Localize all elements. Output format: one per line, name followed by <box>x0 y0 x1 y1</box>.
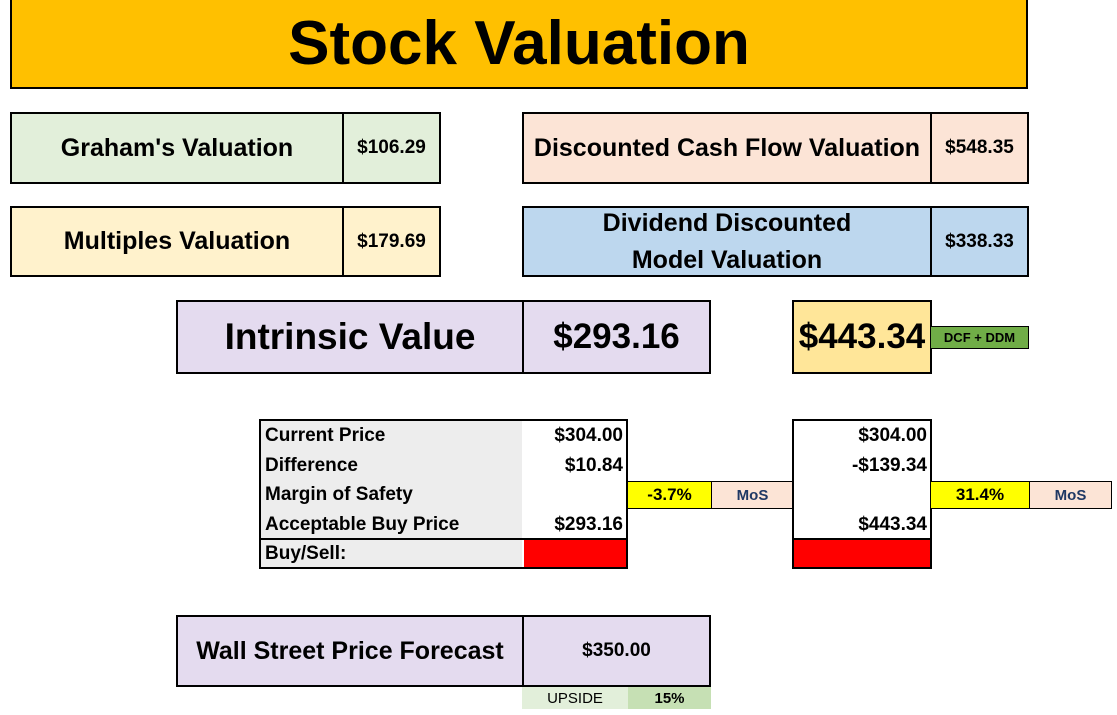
forecast-label: Wall Street Price Forecast <box>176 615 524 687</box>
table2-mos-label: MoS <box>1029 481 1112 509</box>
intrinsic-value-text: $293.16 <box>553 317 680 356</box>
combined-value-text: $443.34 <box>798 317 926 356</box>
ddm-valuation-value: $338.33 <box>930 206 1029 277</box>
combined-tag-text: DCF + DDM <box>943 330 1016 345</box>
table1-row-margin-value <box>522 480 626 510</box>
dcf-value-text: $548.35 <box>945 137 1014 158</box>
multiples-label-text: Multiples Valuation <box>63 227 291 255</box>
dcf-valuation-value: $548.35 <box>930 112 1029 184</box>
table2-margin-value <box>794 480 930 510</box>
forecast-value: $350.00 <box>522 615 711 687</box>
ddm-label-text: Dividend Discounted Model Valuation <box>602 208 852 274</box>
table1-divider <box>259 538 628 540</box>
multiples-valuation-label: Multiples Valuation <box>10 206 344 277</box>
intrinsic-value-value: $293.16 <box>522 300 711 374</box>
table2-divider <box>792 538 932 540</box>
upside-label: UPSIDE <box>522 687 628 709</box>
table1-row-buy-price-label: Acceptable Buy Price <box>265 513 460 535</box>
combined-tag: DCF + DDM <box>930 326 1029 349</box>
ddm-value-text: $338.33 <box>945 230 1014 252</box>
table1-label-column <box>259 419 524 569</box>
table1-buysell-indicator <box>524 540 626 567</box>
page-title: Stock Valuation <box>10 0 1028 89</box>
page-title-text: Stock Valuation <box>288 9 750 78</box>
table1-row-current-price-value: $304.00 <box>554 425 623 446</box>
intrinsic-value-label: Intrinsic Value <box>176 300 524 374</box>
table1-row-difference-label: Difference <box>265 454 358 476</box>
graham-value-text: $106.29 <box>357 137 426 158</box>
forecast-label-text: Wall Street Price Forecast <box>196 636 504 665</box>
upside-value: 15% <box>628 687 711 709</box>
table1-buysell-label: Buy/Sell: <box>265 542 347 564</box>
table1-row-difference-value: $10.84 <box>564 454 623 476</box>
dcf-valuation-label: Discounted Cash Flow Valuation <box>522 112 932 184</box>
table1-row-current-price-label: Current Price <box>265 425 386 446</box>
graham-valuation-value: $106.29 <box>342 112 441 184</box>
table1-row-buy-price-value: $293.16 <box>554 513 623 535</box>
dcf-label-text: Discounted Cash Flow Valuation <box>533 133 921 162</box>
table2-difference-value: -$139.34 <box>851 454 927 476</box>
table2-current-price-value: $304.00 <box>858 425 927 446</box>
table1-row-margin-label: Margin of Safety <box>265 484 413 505</box>
multiples-value-text: $179.69 <box>357 230 426 252</box>
table1-mos-label: MoS <box>711 481 794 509</box>
table1-mos-value: -3.7% <box>627 481 712 509</box>
table2-mos-value: 31.4% <box>930 481 1030 509</box>
ddm-valuation-label: Dividend Discounted Model Valuation <box>522 206 932 277</box>
table2-buysell-indicator <box>794 540 930 567</box>
intrinsic-label-text: Intrinsic Value <box>224 316 476 357</box>
table2-buy-price-value: $443.34 <box>858 513 927 535</box>
graham-label-text: Graham's Valuation <box>60 133 294 162</box>
combined-value: $443.34 <box>792 300 932 374</box>
forecast-value-text: $350.00 <box>582 640 651 661</box>
multiples-valuation-value: $179.69 <box>342 206 441 277</box>
graham-valuation-label: Graham's Valuation <box>10 112 344 184</box>
